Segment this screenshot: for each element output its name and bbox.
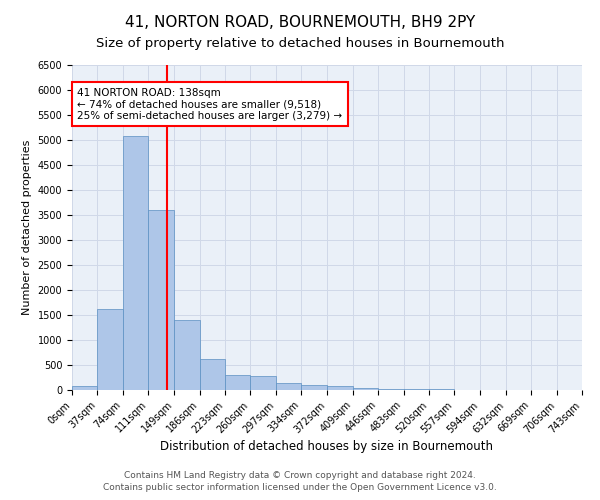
Bar [301, 385, 328, 390]
Bar [97, 308, 123, 390]
Text: 41 NORTON ROAD: 138sqm
← 74% of detached houses are smaller (9,518)
25% of semi-: 41 NORTON ROAD: 138sqm ← 74% of detached… [77, 88, 343, 120]
Bar [148, 210, 174, 390]
Bar [276, 382, 301, 390]
Bar [200, 359, 225, 390]
Text: Size of property relative to detached houses in Bournemouth: Size of property relative to detached ho… [96, 38, 504, 51]
Bar [328, 386, 353, 390]
Bar [429, 389, 454, 390]
Bar [225, 375, 250, 390]
Bar [174, 320, 200, 390]
Text: Contains public sector information licensed under the Open Government Licence v3: Contains public sector information licen… [103, 484, 497, 492]
Bar [353, 388, 378, 390]
X-axis label: Distribution of detached houses by size in Bournemouth: Distribution of detached houses by size … [161, 440, 493, 454]
Bar [378, 389, 404, 390]
Bar [250, 376, 276, 390]
Y-axis label: Number of detached properties: Number of detached properties [22, 140, 32, 315]
Text: Contains HM Land Registry data © Crown copyright and database right 2024.: Contains HM Land Registry data © Crown c… [124, 471, 476, 480]
Text: 41, NORTON ROAD, BOURNEMOUTH, BH9 2PY: 41, NORTON ROAD, BOURNEMOUTH, BH9 2PY [125, 15, 475, 30]
Bar [404, 389, 429, 390]
Bar [123, 136, 148, 390]
Bar [72, 386, 97, 390]
